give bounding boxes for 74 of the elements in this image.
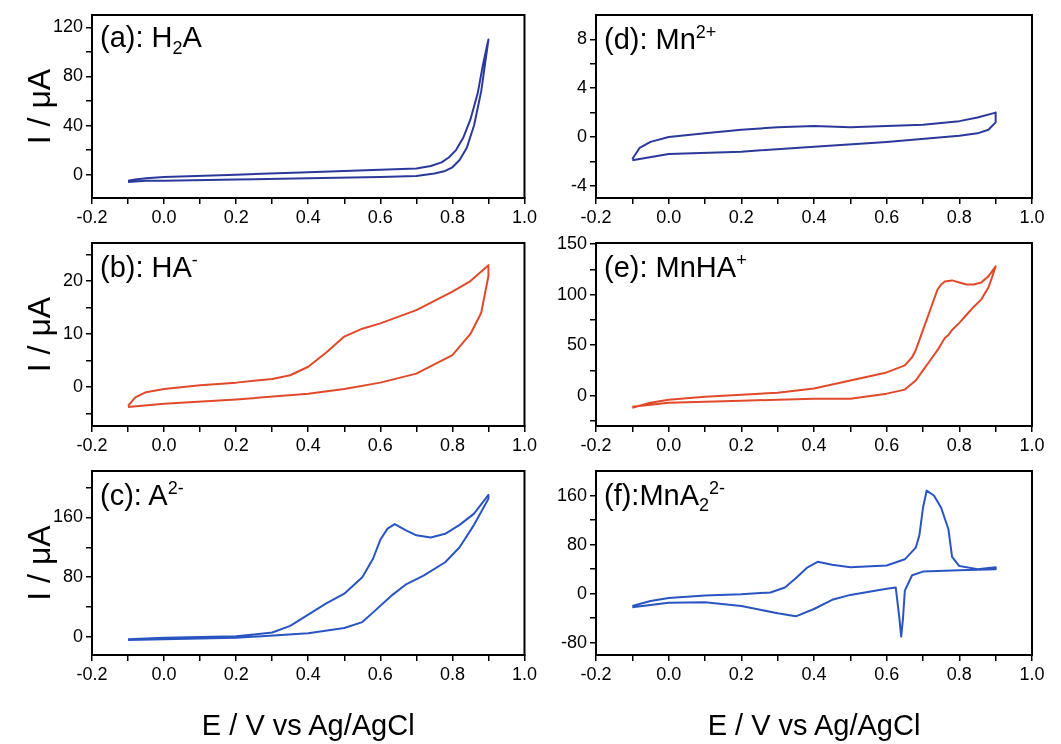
y-tick-label: 80 (62, 566, 83, 587)
y-tick-label: 0 (72, 626, 83, 647)
y-tick-label: 50 (566, 334, 587, 355)
x-tick-label: 0.2 (728, 206, 754, 227)
y-tick-label: 40 (62, 114, 83, 135)
y-tick-label: 160 (556, 484, 587, 505)
x-tick-label: 0.2 (223, 206, 249, 227)
x-tick-label: 0.6 (874, 434, 900, 455)
x-tick-label: 1.0 (511, 663, 537, 684)
x-tick-label: 0.8 (439, 206, 465, 227)
x-tick-label: 0.8 (439, 663, 465, 684)
x-tick-label: 0.0 (656, 663, 682, 684)
x-tick-label: 1.0 (511, 434, 537, 455)
x-tick-label: 0.0 (151, 434, 177, 455)
x-tick-label: 0.0 (656, 206, 682, 227)
y-tick-label: 0 (576, 125, 587, 146)
x-axis-title: E / V vs Ag/AgCl (707, 708, 921, 741)
x-tick-label: 0.6 (874, 663, 900, 684)
y-tick-label: 8 (576, 28, 587, 49)
x-tick-label: 0.8 (946, 434, 972, 455)
y-tick-label: 80 (62, 65, 83, 86)
x-tick-label: 0.6 (874, 206, 900, 227)
annotation: (c): A$^{2-}$ (100, 478, 184, 511)
x-tick-label: 0.4 (801, 206, 827, 227)
x-tick-label: 0.4 (295, 663, 321, 684)
x-tick-label: 0.2 (728, 434, 754, 455)
y-tick-label: 80 (566, 533, 587, 554)
y-axis-title: I / μA (21, 296, 58, 373)
y-tick-label: 160 (52, 506, 83, 527)
x-tick-label: -0.2 (76, 663, 108, 684)
x-tick-label: 0.6 (367, 434, 393, 455)
x-tick-label: 0.4 (295, 206, 321, 227)
x-tick-label: -0.2 (76, 434, 108, 455)
y-axis-title: I / μA (21, 68, 58, 145)
y-tick-label: 0 (576, 582, 587, 603)
y-tick-label: 100 (556, 283, 587, 304)
x-tick-label: 1.0 (1019, 434, 1045, 455)
x-tick-label: 0.2 (223, 663, 249, 684)
x-tick-label: 1.0 (1019, 663, 1045, 684)
y-tick-label: 20 (62, 270, 83, 291)
x-axis-title: E / V vs Ag/AgCl (201, 708, 415, 741)
annotation: (d): Mn$^{2+}$ (604, 22, 717, 55)
x-tick-label: 0.6 (367, 663, 393, 684)
x-tick-label: 0.8 (946, 206, 972, 227)
x-tick-label: -0.2 (580, 206, 612, 227)
x-tick-label: -0.2 (580, 434, 612, 455)
y-tick-label: 150 (556, 232, 587, 253)
annotation: (a): H$_{2}$A (100, 21, 202, 58)
x-tick-label: 0.4 (801, 663, 827, 684)
x-tick-label: 0.0 (656, 434, 682, 455)
annotation: (b): HA$^{-}$ (100, 250, 198, 283)
y-tick-label: 0 (576, 384, 587, 405)
y-tick-label: 4 (576, 77, 587, 98)
x-tick-label: 0.8 (946, 663, 972, 684)
x-tick-label: 0.4 (801, 434, 827, 455)
x-tick-label: 0.6 (367, 206, 393, 227)
y-tick-label: -80 (560, 631, 587, 652)
y-tick-label: 0 (72, 163, 83, 184)
x-tick-label: 1.0 (1019, 206, 1045, 227)
y-tick-label: 10 (62, 322, 83, 343)
x-tick-label: 0.0 (151, 663, 177, 684)
annotation: (e): MnHA$^{+}$ (604, 250, 747, 283)
y-tick-label: 120 (52, 16, 83, 37)
x-tick-label: -0.2 (76, 206, 108, 227)
x-tick-label: 0.8 (439, 434, 465, 455)
x-tick-label: -0.2 (580, 663, 612, 684)
x-tick-label: 1.0 (511, 206, 537, 227)
x-tick-label: 0.2 (728, 663, 754, 684)
y-tick-label: 0 (72, 375, 83, 396)
y-tick-label: -4 (570, 174, 587, 195)
x-tick-label: 0.4 (295, 434, 321, 455)
x-tick-label: 0.2 (223, 434, 249, 455)
x-tick-label: 0.0 (151, 206, 177, 227)
y-axis-title: I / μA (21, 524, 58, 601)
